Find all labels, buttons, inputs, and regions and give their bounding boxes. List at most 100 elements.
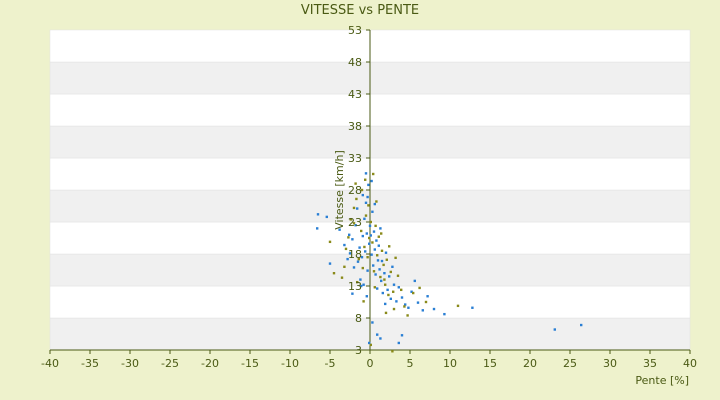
data-point-blue <box>358 246 361 249</box>
data-point-olive <box>364 214 368 217</box>
data-point-olive <box>406 314 409 317</box>
y-tick-label: 53 <box>348 24 362 37</box>
data-point-blue <box>426 295 429 298</box>
y-tick-label: 13 <box>348 280 362 293</box>
data-point-olive <box>362 300 365 303</box>
data-point-blue <box>370 253 373 256</box>
data-point-olive <box>364 178 367 181</box>
y-tick-label: 3 <box>355 344 362 357</box>
data-point-olive <box>357 257 360 261</box>
data-point-olive <box>375 200 378 203</box>
data-point-blue <box>369 234 372 237</box>
chart-title: VITESSE vs PENTE <box>301 3 419 18</box>
data-point-olive <box>387 293 390 297</box>
data-point-blue <box>356 260 360 263</box>
x-tick-label: -20 <box>201 357 219 370</box>
data-point-blue <box>364 172 368 175</box>
data-point-blue <box>364 250 367 253</box>
data-point-olive <box>328 240 332 244</box>
x-tick-label: 30 <box>603 357 617 370</box>
data-point-olive <box>372 270 376 273</box>
data-point-olive <box>332 272 336 275</box>
data-point-olive <box>392 307 396 311</box>
data-point-blue <box>379 227 382 230</box>
data-point-olive <box>377 235 380 238</box>
data-point-blue <box>376 333 379 336</box>
data-point-blue <box>365 295 368 298</box>
data-point-olive <box>344 247 348 251</box>
data-point-olive <box>367 204 370 207</box>
data-point-blue <box>316 213 320 216</box>
data-point-blue <box>371 321 374 324</box>
data-point-olive <box>349 218 352 221</box>
data-point-olive <box>424 300 428 304</box>
data-point-blue <box>316 227 319 230</box>
y-tick-label: 43 <box>348 88 362 101</box>
y-tick-label: 48 <box>348 56 362 69</box>
data-point-blue <box>381 291 384 295</box>
data-point-blue <box>343 243 346 247</box>
x-tick-label: -30 <box>121 357 139 370</box>
data-point-blue <box>362 283 365 286</box>
data-point-blue <box>395 300 398 303</box>
data-point-olive <box>373 286 376 289</box>
data-point-blue <box>348 252 352 255</box>
data-point-blue <box>416 301 420 304</box>
data-point-blue <box>471 306 474 309</box>
data-point-olive <box>369 343 372 347</box>
data-point-blue <box>400 296 404 299</box>
data-point-blue <box>553 328 556 331</box>
data-point-blue <box>352 266 356 269</box>
data-point-blue <box>346 257 349 261</box>
data-point-blue <box>443 312 446 316</box>
x-tick-label: -40 <box>41 357 59 370</box>
data-point-olive <box>380 249 384 252</box>
data-point-blue <box>397 286 400 289</box>
data-point-blue <box>363 217 366 220</box>
data-point-olive <box>347 236 350 239</box>
data-point-blue <box>354 224 357 227</box>
data-point-olive <box>352 222 356 225</box>
data-point-olive <box>391 350 394 353</box>
x-tick-label: -15 <box>241 357 259 370</box>
y-tick-label: 23 <box>348 216 362 229</box>
data-point-blue <box>397 341 400 345</box>
data-point-blue <box>404 303 407 306</box>
data-point-olive <box>355 197 358 201</box>
data-point-blue <box>375 239 378 242</box>
data-point-blue <box>361 193 364 197</box>
y-tick-label: 8 <box>355 312 362 325</box>
data-point-olive <box>361 266 364 270</box>
data-point-olive <box>354 182 357 185</box>
data-point-blue <box>360 284 363 288</box>
data-point-blue <box>361 234 364 238</box>
data-point-olive <box>379 275 382 279</box>
data-point-olive <box>380 232 383 235</box>
x-tick-label: -35 <box>81 357 99 370</box>
y-tick-label: 38 <box>348 120 362 133</box>
data-point-blue <box>372 264 375 267</box>
data-point-blue <box>384 302 387 306</box>
x-tick-label: -10 <box>281 357 299 370</box>
data-point-blue <box>373 202 376 206</box>
data-point-olive <box>388 245 391 248</box>
data-point-olive <box>412 291 415 295</box>
data-point-blue <box>370 179 373 183</box>
data-point-blue <box>325 215 328 219</box>
x-tick-label: 5 <box>407 357 414 370</box>
data-point-blue <box>338 228 341 231</box>
data-point-blue <box>580 323 583 327</box>
data-point-blue <box>384 251 388 254</box>
data-point-blue <box>380 259 384 263</box>
data-point-blue <box>380 279 383 283</box>
x-tick-label: 20 <box>523 357 537 370</box>
data-point-olive <box>368 236 371 240</box>
data-point-blue <box>410 290 413 293</box>
data-point-blue <box>366 269 369 272</box>
data-point-olive <box>340 276 344 279</box>
data-point-blue <box>368 341 371 345</box>
data-point-blue <box>389 297 392 300</box>
x-tick-label: 25 <box>563 357 577 370</box>
data-point-olive <box>360 229 363 233</box>
